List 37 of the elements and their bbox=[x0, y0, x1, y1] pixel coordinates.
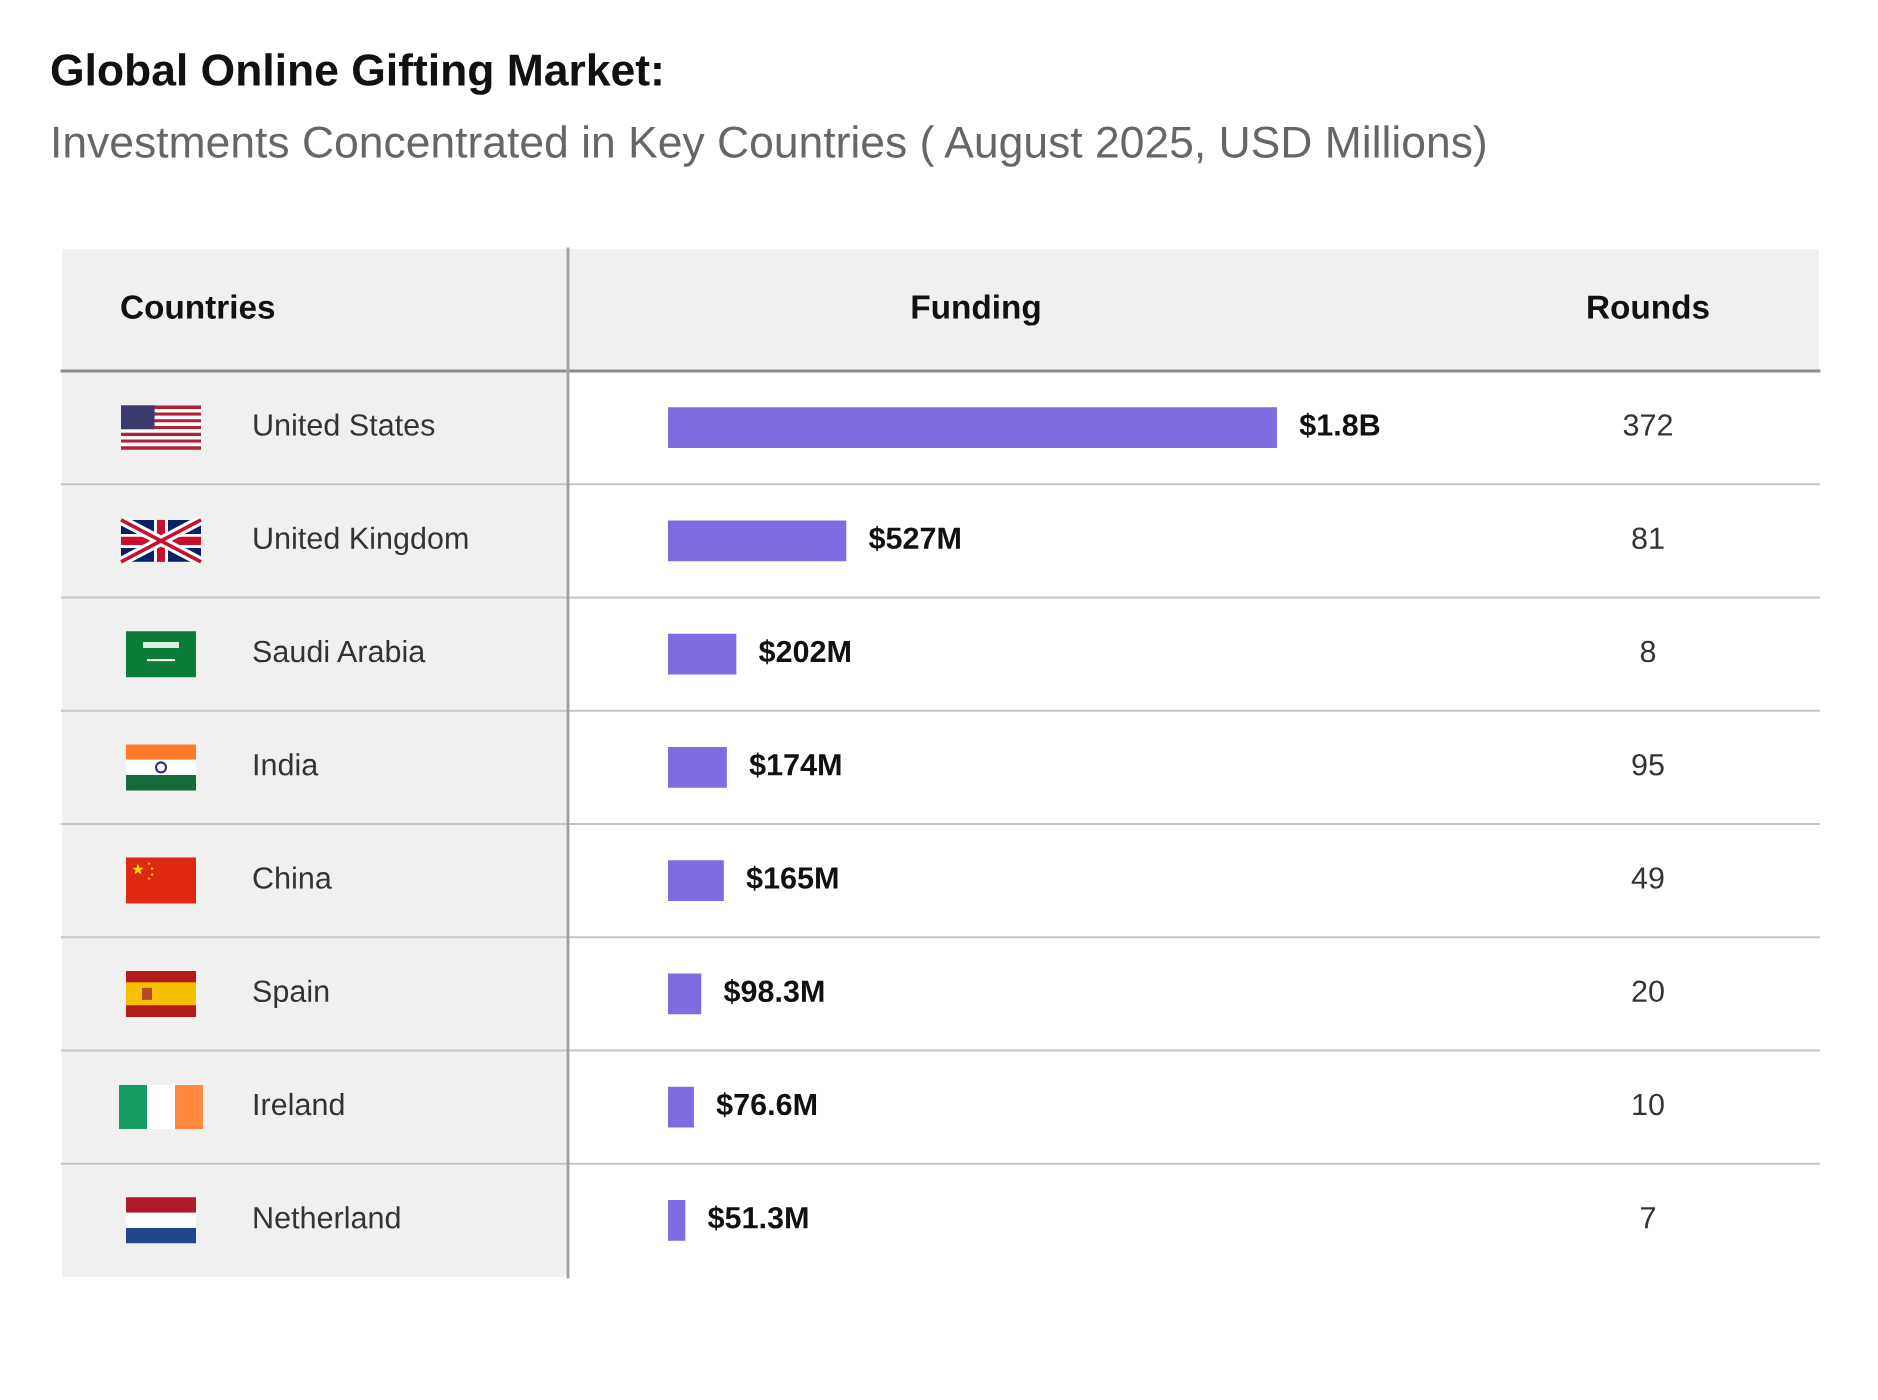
data-label: 81 bbox=[1632, 527, 1664, 550]
y-tick-label: Netherland bbox=[254, 1206, 400, 1229]
y-tick-label: Saudi Arabia bbox=[253, 639, 426, 663]
data-label: 10 bbox=[1633, 1093, 1664, 1116]
bar bbox=[668, 860, 724, 902]
data-label: 8 bbox=[1640, 640, 1656, 663]
data-label: 49 bbox=[1631, 867, 1664, 889]
data-label: $76.6M bbox=[716, 1092, 817, 1118]
y-tick-label: United States bbox=[254, 413, 435, 436]
bar bbox=[668, 746, 727, 788]
y-tick-label: United Kingdom bbox=[254, 526, 468, 556]
data-label: $527M bbox=[868, 526, 960, 552]
bar bbox=[668, 973, 702, 1015]
chart-title: Global Online Gifting Market: bbox=[51, 53, 661, 95]
data-label: $174M bbox=[749, 752, 841, 778]
data-label: 372 bbox=[1623, 414, 1672, 436]
data-label: 95 bbox=[1632, 753, 1664, 776]
bar bbox=[668, 407, 1277, 449]
x-axis-title: Funding bbox=[912, 294, 1040, 326]
data-label: 7 bbox=[1641, 1207, 1655, 1229]
data-label: $202M bbox=[758, 639, 850, 665]
data-label: 20 bbox=[1632, 980, 1664, 1003]
chart-subtitle: Investments Concentrated in Key Countries ( August 2025, USD Millions) bbox=[54, 125, 1485, 167]
y-tick-label: Spain bbox=[253, 979, 329, 1009]
bar bbox=[668, 1199, 686, 1241]
bar bbox=[668, 633, 737, 675]
data-label: $98.3M bbox=[723, 979, 824, 1005]
data-label: $1.8B bbox=[1299, 412, 1380, 438]
text: Rounds bbox=[1588, 294, 1709, 319]
y-axis-title: Countries bbox=[121, 294, 275, 319]
bar bbox=[668, 520, 847, 562]
data-label: $51.3M bbox=[707, 1205, 808, 1231]
y-tick-label: Ireland bbox=[254, 1092, 344, 1116]
data-label: $165M bbox=[746, 865, 838, 891]
bar bbox=[668, 1086, 694, 1128]
y-tick-label: India bbox=[254, 753, 319, 776]
y-tick-label: China bbox=[253, 866, 332, 889]
